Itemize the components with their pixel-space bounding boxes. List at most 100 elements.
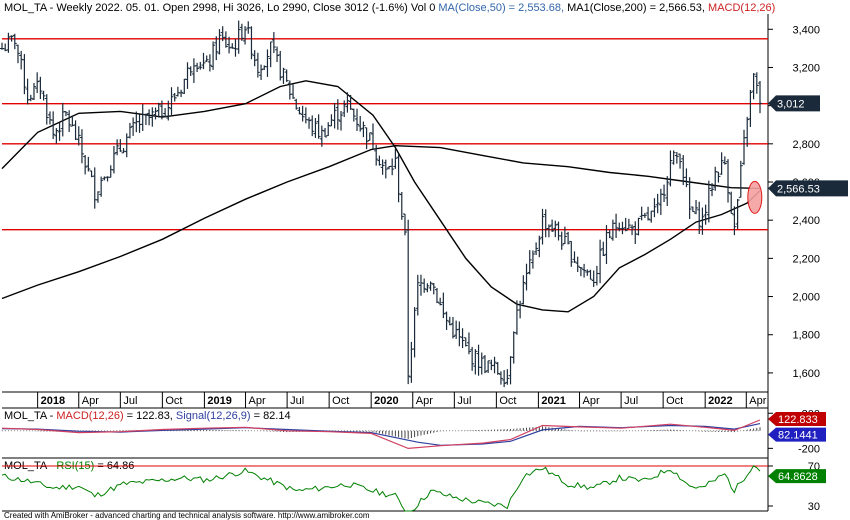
ohlc-bar (486, 360, 491, 373)
ohlc-bar (35, 72, 40, 94)
ohlc-bar (415, 274, 420, 316)
ohlc-bar (425, 283, 430, 293)
signal-value-badge-shape (768, 427, 826, 442)
ohlc-bar (729, 191, 734, 214)
ohlc-bar (527, 250, 532, 275)
ohlc-bar (28, 94, 33, 102)
ohlc-bar (255, 52, 260, 78)
ohlc-bar (159, 100, 164, 120)
macd-value: = 122.83, (124, 410, 176, 422)
ohlc-bar (323, 127, 328, 138)
ohlc-bar (150, 107, 155, 127)
ohlc-bar (163, 108, 168, 117)
ohlc-bar (678, 153, 683, 169)
ohlc-bar (371, 123, 376, 150)
ohlc-bar (671, 150, 676, 165)
ohlc-bar (655, 193, 660, 214)
ohlc-bar (665, 176, 670, 207)
ohlc-bar (758, 81, 762, 114)
ohlc-bar (230, 43, 235, 49)
ohlc-bar (380, 159, 385, 175)
ohlc-bar (201, 52, 206, 70)
ohlc-bar (31, 82, 36, 100)
ohlc-bar (668, 150, 673, 187)
ohlc-bar (444, 311, 449, 330)
ohlc-bar (450, 316, 455, 339)
ohlc-bar (719, 152, 724, 175)
x-tick-label: Oct (666, 395, 683, 407)
ma200-badge-shape (768, 180, 848, 197)
ohlc-bar (214, 36, 219, 61)
time-x-axis: 2018 Apr Jul Oct 2019 Apr Jul Oct 2020 Apr Jul Oct 2… (37, 392, 767, 408)
ohlc-bar (118, 139, 123, 152)
ohlc-bar (243, 26, 248, 45)
ohlc-bar (700, 207, 705, 235)
ohlc-bar (630, 224, 635, 236)
ohlc-bar (185, 62, 190, 89)
header-macd: MACD(12,26) (705, 2, 775, 14)
ohlc-bar (153, 107, 158, 120)
ohlc-bar (22, 54, 27, 95)
ohlc-bar (211, 41, 216, 70)
ohlc-bar (111, 145, 116, 174)
ohlc-bar (607, 230, 612, 239)
ohlc-bar (553, 220, 558, 238)
ohlc-bar (623, 217, 628, 232)
ohlc-bar (316, 114, 321, 139)
ohlc-bar (367, 132, 372, 141)
rsi-line (1, 465, 761, 512)
support-resistance-lines (2, 38, 768, 231)
ohlc-bar (15, 44, 20, 64)
ohlc-bar (377, 155, 382, 166)
ohlc-bar (361, 121, 366, 138)
ohlc-bar (345, 92, 350, 113)
price-pane: 1,6001,8002,0002,2002,4002,6002,8003,000… (0, 2, 848, 511)
ohlc-bar (687, 177, 692, 220)
ohlc-bars (0, 20, 762, 388)
ohlc-bar (294, 98, 299, 110)
ohlc-bar (732, 206, 737, 236)
macd-signal-name: Signal(12,26,9) (176, 410, 251, 422)
ohlc-bar (351, 108, 356, 122)
macd-value-badge-text: 122.833 (778, 414, 818, 426)
ohlc-bar (546, 224, 551, 238)
header-info: - Weekly 2022. 05. 01. Open 2998, Hi 302… (47, 2, 439, 14)
y-tick-label: 3,200 (792, 62, 820, 74)
ohlc-bar (572, 251, 577, 263)
x-tick-label: Jul (123, 395, 137, 407)
x-tick-label: Jul (624, 395, 638, 407)
ohlc-bar (562, 226, 567, 245)
ohlc-bar (559, 231, 564, 250)
price-axis-badges: 3,012 2,566.53 (768, 95, 848, 197)
ohlc-bar (281, 67, 286, 84)
rsi-value-badge: 64.8628 (768, 469, 826, 484)
ohlc-bar (195, 62, 200, 73)
ohlc-bar (227, 36, 232, 54)
ohlc-bar (204, 55, 209, 63)
close-price-badge-shape (768, 95, 820, 112)
ohlc-bar (335, 99, 340, 130)
ohlc-bar (582, 263, 587, 278)
ohlc-bar (438, 297, 443, 306)
ohlc-bar (265, 49, 270, 77)
ohlc-bar (3, 43, 8, 52)
x-tick-label: Oct (332, 395, 349, 407)
ohlc-bar (67, 110, 72, 132)
ohlc-bar (217, 29, 222, 55)
ohlc-bar (726, 159, 731, 203)
ohlc-bar (575, 256, 580, 272)
ohlc-bar (79, 129, 84, 164)
crossover-annotation (747, 180, 763, 214)
price-y-axis: 1,6001,8002,0002,2002,4002,6002,8003,000… (768, 24, 820, 380)
x-tick-label: 2022 (708, 395, 732, 407)
macd-pane: MOL_TA - MACD(12,26) = 122.83, Signal(12… (1, 407, 826, 459)
ohlc-bar (646, 206, 651, 221)
macd-header: MOL_TA - MACD(12,26) = 122.83, Signal(12… (4, 410, 291, 422)
ohlc-bar (348, 94, 353, 110)
macd-lines (1, 419, 761, 450)
ohlc-bar (434, 287, 439, 304)
x-tick-label: 2021 (541, 395, 565, 407)
ohlc-bar (156, 102, 161, 118)
y-tick-label: 1,800 (792, 330, 820, 342)
